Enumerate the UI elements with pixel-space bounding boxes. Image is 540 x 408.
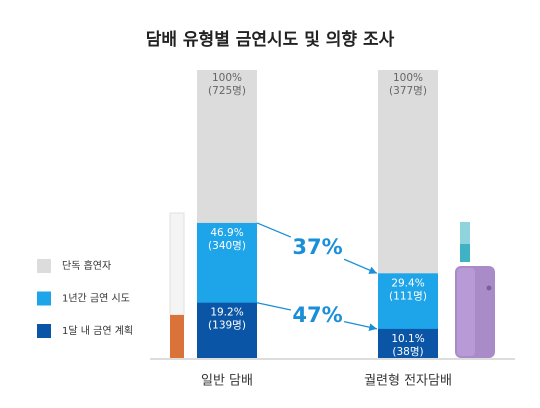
count-label: (139명) bbox=[208, 320, 246, 332]
legend-label: 단독 흡연자 bbox=[62, 259, 111, 272]
legend-label: 1년간 금연 시도 bbox=[62, 293, 130, 305]
count-label: (111명) bbox=[389, 290, 427, 302]
legend-swatch bbox=[37, 259, 51, 273]
arrow bbox=[256, 222, 292, 238]
bar bbox=[197, 302, 257, 358]
legend-swatch bbox=[37, 291, 51, 306]
legend-swatch bbox=[37, 324, 51, 338]
arrow bbox=[343, 258, 378, 274]
value-label: 100% bbox=[212, 72, 242, 84]
arrow bbox=[343, 320, 378, 332]
value-label: 100% bbox=[393, 72, 423, 84]
cigarette-icon bbox=[169, 212, 185, 358]
bar bbox=[378, 328, 438, 358]
count-label: (725명) bbox=[208, 85, 246, 97]
x-tick-label: 일반 담배 bbox=[201, 374, 253, 389]
arrow bbox=[256, 302, 292, 311]
count-label: (38명) bbox=[392, 346, 423, 358]
legend-label: 1달 내 금연 계획 bbox=[62, 325, 133, 337]
x-tick-label: 궐련형 전자담배 bbox=[364, 374, 452, 389]
value-label: 29.4% bbox=[391, 277, 424, 289]
e-cigarette-icon bbox=[455, 222, 495, 358]
value-label: 10.1% bbox=[391, 333, 424, 345]
chart-title: 담배 유형별 금연시도 및 의향 조사 bbox=[146, 29, 395, 50]
count-label: (377명) bbox=[389, 85, 427, 97]
value-label: 19.2% bbox=[210, 307, 243, 319]
annotation: 47% bbox=[292, 303, 342, 327]
count-label: (340명) bbox=[208, 240, 246, 252]
value-label: 46.9% bbox=[210, 227, 243, 239]
annotation: 37% bbox=[292, 235, 342, 259]
